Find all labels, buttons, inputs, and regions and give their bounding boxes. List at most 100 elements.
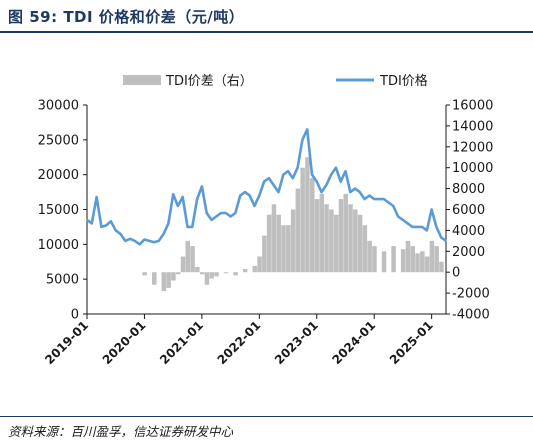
spread-bar (400, 249, 406, 273)
y-right-tick-label: 16000 (452, 99, 493, 114)
price-point (268, 177, 270, 179)
spread-bar (338, 199, 344, 273)
x-tick-label: 2019-01 (42, 318, 91, 367)
spread-bar (281, 225, 286, 273)
spread-bar (357, 214, 363, 273)
price-point (354, 187, 356, 190)
price-point (287, 170, 289, 172)
price-point (445, 240, 447, 242)
price-point (143, 238, 146, 241)
spread-bar (252, 265, 258, 273)
price-point (363, 198, 366, 200)
price-point (392, 205, 395, 207)
price-point (234, 212, 237, 214)
price-point (181, 196, 184, 198)
y-right-tick-label: 6000 (452, 203, 485, 218)
spread-bar (209, 272, 214, 279)
y-right-tick-label: -2000 (452, 287, 490, 302)
x-tick-label: 2024-01 (329, 318, 378, 367)
price-point (373, 198, 376, 200)
price-point (90, 222, 93, 225)
spread-bar (152, 272, 157, 285)
spread-bar (166, 272, 171, 288)
y-right-tick-label: 2000 (452, 245, 485, 260)
spread-bar (343, 193, 348, 273)
price-point (301, 139, 304, 141)
spread-bar (415, 253, 420, 273)
y-left-tick-label: 20000 (38, 168, 79, 183)
spread-bar (171, 272, 176, 281)
price-point (248, 194, 251, 197)
spread-bar (381, 251, 387, 273)
spread-bar (319, 193, 325, 273)
x-tick-label: 2021-01 (157, 318, 206, 367)
price-point (196, 198, 198, 200)
spread-bar (195, 266, 200, 273)
spread-bar (410, 246, 415, 273)
x-tick-label: 2023-01 (272, 318, 321, 367)
price-point (124, 240, 127, 242)
spread-bar (175, 272, 181, 275)
spread-bar (276, 214, 281, 273)
spread-bar (439, 261, 444, 273)
price-point (177, 205, 179, 207)
price-point (339, 180, 342, 183)
spread-bar (214, 272, 219, 277)
x-tick-label: 2025-01 (387, 318, 436, 367)
price-point (210, 219, 213, 221)
spread-bar (348, 204, 353, 273)
spread-bar (324, 204, 329, 273)
price-point (440, 236, 443, 239)
spread-bar (434, 246, 439, 273)
price-point (315, 180, 318, 183)
price-point (134, 240, 136, 242)
spread-bar (309, 178, 315, 273)
price-point (110, 220, 112, 223)
spread-bar (271, 204, 277, 273)
price-point (397, 215, 399, 218)
price-point (426, 229, 428, 232)
spread-bar (257, 256, 262, 273)
spread-bar (333, 214, 339, 273)
price-point (191, 226, 194, 228)
spread-bar (199, 272, 205, 275)
spread-bar (420, 251, 425, 273)
y-left-tick-label: 0 (71, 308, 79, 323)
price-point (387, 201, 390, 204)
legend-swatch-spread (123, 75, 161, 85)
y-left-tick-label: 25000 (38, 133, 79, 148)
price-point (162, 233, 165, 235)
price-point (406, 222, 409, 225)
spread-bar (262, 235, 267, 273)
price-point (411, 226, 414, 228)
y-right-tick-label: 8000 (452, 182, 485, 197)
price-point (119, 233, 122, 235)
spread-bar (367, 240, 372, 273)
price-point (153, 241, 155, 244)
price-point (201, 185, 203, 188)
price-point (129, 237, 131, 240)
spread-bar (161, 272, 167, 292)
y-right-tick-label: 14000 (452, 119, 493, 134)
price-point (167, 222, 170, 225)
price-point (296, 166, 299, 169)
price-point (95, 196, 98, 198)
price-point (430, 208, 433, 211)
price-point (402, 219, 404, 221)
spread-bar (362, 225, 368, 273)
spread-bar (314, 199, 320, 273)
spread-bar (266, 214, 272, 273)
price-point (158, 240, 160, 242)
y-right-tick-label: 12000 (452, 140, 493, 155)
price-point (282, 173, 285, 176)
price-point (105, 224, 107, 227)
spread-bar (424, 256, 430, 273)
price-point (239, 194, 241, 197)
price-point (344, 170, 347, 172)
spread-bar (180, 256, 186, 273)
price-point (320, 191, 323, 193)
spread-bar (286, 225, 291, 273)
price-point (258, 194, 261, 197)
price-point (292, 177, 294, 179)
price-point (435, 226, 438, 228)
